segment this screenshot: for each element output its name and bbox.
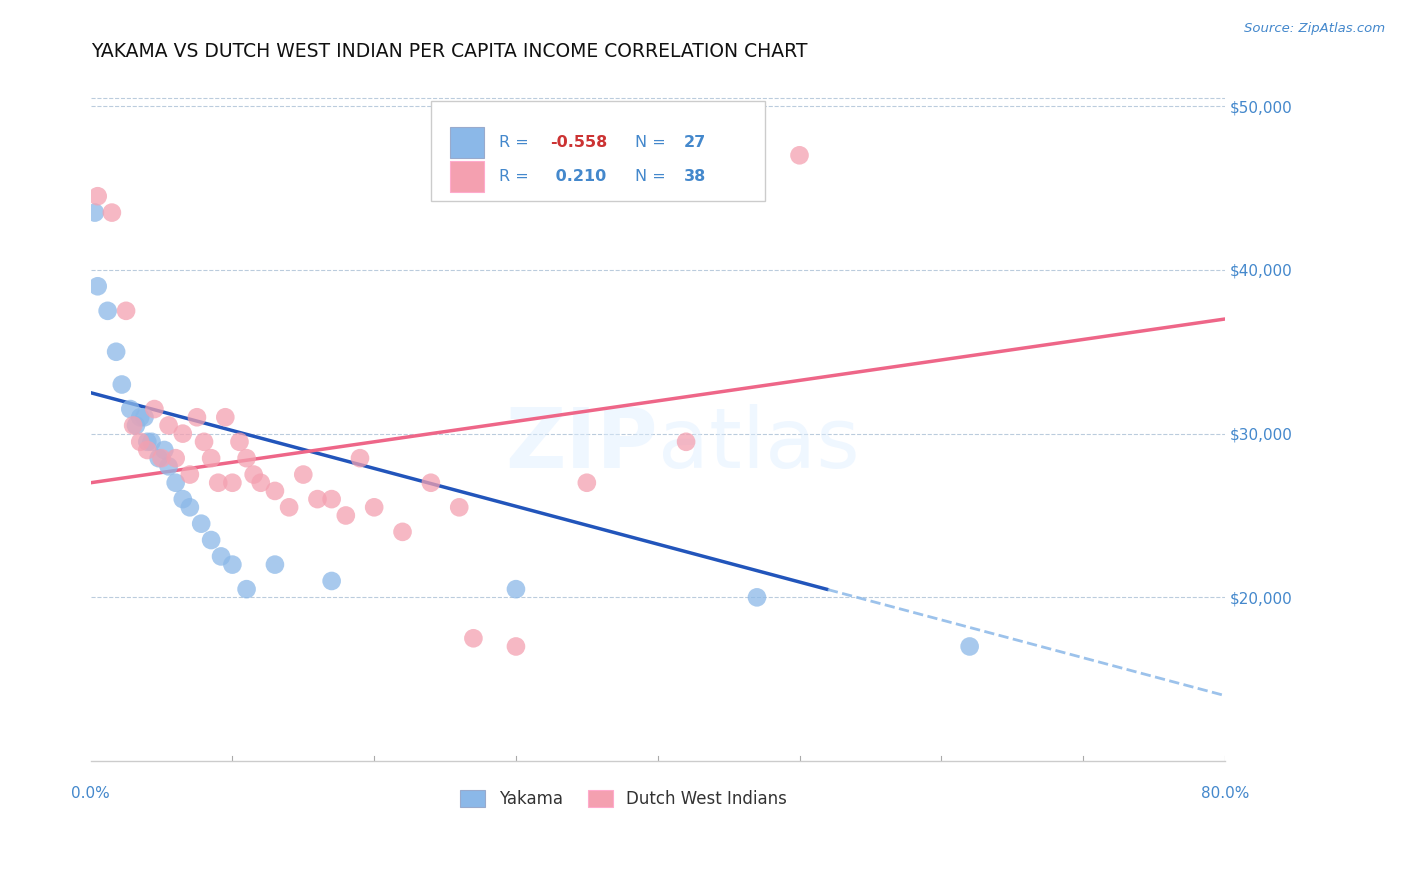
Point <box>105 344 128 359</box>
Point <box>292 467 315 482</box>
Point <box>391 524 413 539</box>
Legend: Yakama, Dutch West Indians: Yakama, Dutch West Indians <box>454 783 793 814</box>
Text: -0.558: -0.558 <box>550 135 607 150</box>
Text: 80.0%: 80.0% <box>1201 786 1249 801</box>
Point <box>207 475 229 490</box>
Point <box>125 418 148 433</box>
Text: N =: N = <box>636 169 671 184</box>
Text: Source: ZipAtlas.com: Source: ZipAtlas.com <box>1244 22 1385 36</box>
Point <box>321 492 343 507</box>
Point <box>193 434 215 449</box>
Point <box>959 640 981 654</box>
Point <box>214 410 236 425</box>
Point <box>115 303 138 318</box>
Point <box>200 451 222 466</box>
Point <box>136 442 159 457</box>
Point <box>172 426 194 441</box>
Point <box>172 492 194 507</box>
FancyBboxPatch shape <box>450 127 484 158</box>
Point <box>86 279 108 293</box>
Point <box>278 500 301 515</box>
Point <box>463 632 485 646</box>
Text: R =: R = <box>499 169 534 184</box>
Text: N =: N = <box>636 135 671 150</box>
Text: 0.210: 0.210 <box>550 169 606 184</box>
Point <box>86 189 108 203</box>
Point <box>136 434 159 449</box>
Point <box>789 148 811 162</box>
Point <box>129 434 152 449</box>
Point <box>101 205 124 219</box>
Point <box>120 402 142 417</box>
Point <box>148 451 170 466</box>
Point <box>190 516 212 531</box>
Point <box>235 582 257 596</box>
Point <box>505 582 527 596</box>
Point <box>449 500 471 515</box>
FancyBboxPatch shape <box>450 161 484 192</box>
Text: 38: 38 <box>683 169 706 184</box>
Point <box>363 500 385 515</box>
Point <box>321 574 343 588</box>
Point <box>228 434 250 449</box>
Point <box>242 467 264 482</box>
Point <box>575 475 598 490</box>
Point <box>134 410 156 425</box>
Text: atlas: atlas <box>658 404 859 485</box>
Point <box>249 475 271 490</box>
Point <box>505 640 527 654</box>
Point <box>111 377 134 392</box>
Point <box>157 418 180 433</box>
Point <box>221 558 243 572</box>
Point <box>153 442 176 457</box>
Point <box>179 467 201 482</box>
Point <box>235 451 257 466</box>
Point <box>141 434 163 449</box>
Point <box>129 410 152 425</box>
FancyBboxPatch shape <box>430 101 765 201</box>
Point <box>83 205 105 219</box>
Text: YAKAMA VS DUTCH WEST INDIAN PER CAPITA INCOME CORRELATION CHART: YAKAMA VS DUTCH WEST INDIAN PER CAPITA I… <box>90 42 807 61</box>
Point <box>264 483 287 498</box>
Point <box>200 533 222 547</box>
Point <box>165 475 187 490</box>
Point <box>745 591 768 605</box>
Point <box>143 402 166 417</box>
Point <box>419 475 441 490</box>
Y-axis label: Per Capita Income: Per Capita Income <box>0 347 7 487</box>
Point <box>150 451 173 466</box>
Text: 0.0%: 0.0% <box>72 786 110 801</box>
Point <box>349 451 371 466</box>
Point <box>307 492 329 507</box>
Point <box>122 418 145 433</box>
Text: 27: 27 <box>683 135 706 150</box>
Point <box>264 558 287 572</box>
Point <box>186 410 208 425</box>
Text: R =: R = <box>499 135 534 150</box>
Point <box>675 434 697 449</box>
Text: ZIP: ZIP <box>505 404 658 485</box>
Point <box>97 303 120 318</box>
Point <box>165 451 187 466</box>
Point <box>209 549 232 564</box>
Point <box>157 459 180 474</box>
Point <box>221 475 243 490</box>
Point <box>335 508 357 523</box>
Point <box>179 500 201 515</box>
